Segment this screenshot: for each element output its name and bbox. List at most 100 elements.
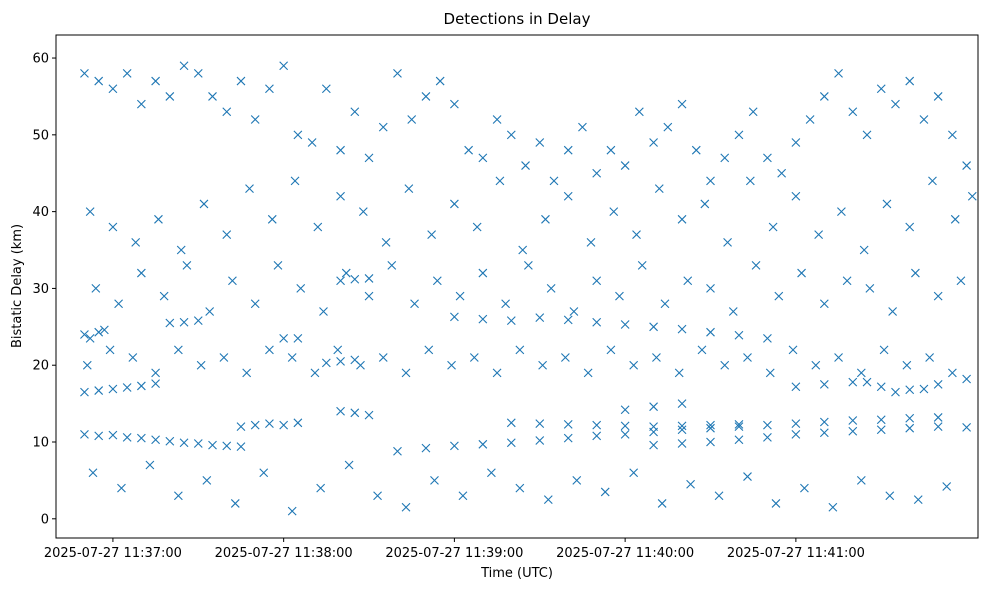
y-tick-label: 10 <box>32 436 49 451</box>
x-axis-label: Time (UTC) <box>480 566 553 581</box>
data-point-marker <box>788 345 798 355</box>
data-point-marker <box>378 353 388 362</box>
data-point-marker <box>592 317 602 327</box>
data-point-marker <box>649 402 658 412</box>
data-point-marker <box>165 318 175 328</box>
data-point-marker <box>222 230 232 240</box>
data-point-marker <box>948 130 957 140</box>
data-point-marker <box>208 92 217 101</box>
data-point-marker <box>236 442 246 452</box>
data-point-marker <box>905 413 915 423</box>
data-point-marker <box>535 138 545 147</box>
data-point-marker <box>763 333 772 343</box>
data-point-marker <box>615 291 624 301</box>
data-point-marker <box>950 214 960 224</box>
data-point-marker <box>885 491 895 501</box>
data-point-marker <box>933 422 943 432</box>
data-point-marker <box>478 268 488 278</box>
data-point-marker <box>774 291 784 301</box>
data-point-marker <box>205 307 215 316</box>
data-point-marker <box>364 410 374 420</box>
data-point-marker <box>706 423 715 433</box>
data-point-marker <box>179 317 189 327</box>
data-point-marker <box>316 483 326 493</box>
data-point-marker <box>819 428 829 438</box>
data-point-marker <box>862 377 872 387</box>
data-point-marker <box>848 426 858 436</box>
data-point-marker <box>313 222 323 232</box>
data-point-marker <box>136 99 146 109</box>
x-tick-label: 2025-07-27 11:38:00 <box>215 546 353 561</box>
data-point-marker <box>364 291 374 301</box>
data-point-marker <box>208 440 217 450</box>
y-tick-label: 50 <box>32 128 49 143</box>
data-point-marker <box>706 437 715 447</box>
chart-title: Detections in Delay <box>444 10 591 28</box>
data-point-marker <box>592 431 602 441</box>
data-point-marker <box>478 314 488 324</box>
data-point-marker <box>734 330 744 340</box>
data-point-marker <box>250 299 260 309</box>
data-point-marker <box>265 345 274 355</box>
data-point-marker <box>267 214 277 224</box>
data-point-marker <box>432 276 442 286</box>
data-point-marker <box>919 384 929 394</box>
data-point-marker <box>108 222 118 232</box>
data-point-marker <box>700 199 710 209</box>
data-point-marker <box>677 439 687 448</box>
data-point-marker <box>677 399 687 408</box>
data-point-marker <box>859 245 869 255</box>
data-point-marker <box>492 115 502 124</box>
data-point-marker <box>85 207 95 217</box>
data-point-marker <box>136 433 146 443</box>
data-point-marker <box>501 299 511 309</box>
data-point-marker <box>136 268 146 278</box>
data-point-marker <box>911 268 920 278</box>
data-point-marker <box>546 284 556 293</box>
data-point-marker <box>136 381 146 391</box>
data-point-marker <box>293 130 303 140</box>
data-point-marker <box>748 107 758 117</box>
data-point-marker <box>865 284 875 293</box>
data-point-marker <box>259 468 269 478</box>
data-point-marker <box>592 168 602 178</box>
data-point-marker <box>336 406 345 416</box>
data-point-marker <box>763 153 772 163</box>
data-point-marker <box>236 76 246 86</box>
data-point-marker <box>743 353 752 362</box>
data-point-marker <box>151 368 160 378</box>
data-point-marker <box>521 161 530 170</box>
data-point-marker <box>293 333 303 343</box>
data-point-marker <box>905 423 915 433</box>
data-point-marker <box>99 325 109 335</box>
data-point-marker <box>791 429 801 439</box>
data-point-marker <box>85 333 95 343</box>
data-point-marker <box>80 69 89 78</box>
data-point-marker <box>245 184 254 193</box>
data-point-marker <box>848 107 858 117</box>
data-point-marker <box>80 330 89 339</box>
data-point-marker <box>319 307 328 316</box>
data-point-marker <box>358 207 368 217</box>
data-point-marker <box>629 360 639 370</box>
data-point-marker <box>293 418 303 428</box>
data-point-marker <box>913 495 923 504</box>
data-point-marker <box>108 430 118 440</box>
data-point-marker <box>856 368 866 378</box>
data-point-marker <box>583 368 593 378</box>
data-point-marker <box>515 483 525 493</box>
data-point-marker <box>763 420 772 430</box>
x-tick-label: 2025-07-27 11:39:00 <box>385 546 523 561</box>
data-point-marker <box>427 230 437 240</box>
data-point-marker <box>791 191 801 201</box>
data-point-marker <box>122 69 132 78</box>
x-axis-ticks: 2025-07-27 11:37:00 2025-07-27 11:38:00 20… <box>44 538 865 561</box>
data-point-marker <box>891 99 900 109</box>
data-point-marker <box>378 122 388 132</box>
data-point-marker <box>179 438 189 448</box>
data-point-marker <box>905 222 915 232</box>
data-point-marker <box>179 61 189 71</box>
data-point-marker <box>765 368 775 378</box>
data-point-marker <box>88 468 98 478</box>
data-point-marker <box>222 441 232 451</box>
